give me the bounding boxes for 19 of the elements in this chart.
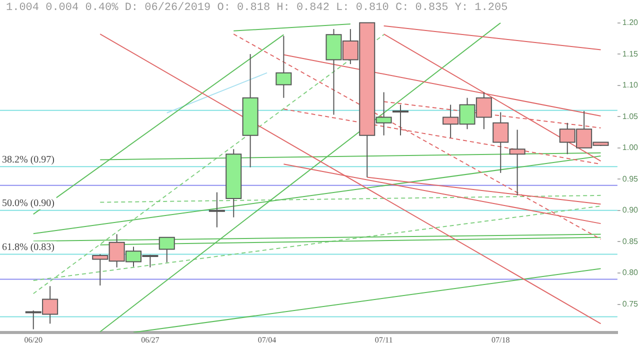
y-tick-label: 1.10: [622, 80, 639, 90]
chart-title: 1.004 0.004 0.40% D: 06/26/2019 O: 0.818 H: 0.842 L: 0.810 C: 0.835 Y: 1.205: [5, 1, 509, 16]
x-tick-label: 07/11: [374, 335, 393, 344]
x-tick-label: 07/04: [258, 335, 276, 344]
y-tick-label: 1.15: [622, 49, 639, 58]
ref-line-label: 61.8% (0.83): [2, 242, 54, 253]
y-tick-label: 1.00: [622, 143, 639, 152]
y-tick-label: 0.75: [622, 299, 639, 308]
y-tick-label: 0.95: [622, 174, 639, 184]
ref-line-label: 50.0% (0.90): [2, 198, 54, 210]
y-tick-label: 1.05: [622, 112, 639, 121]
x-tick-label: 06/27: [141, 335, 160, 344]
y-tick-label: 0.90: [622, 206, 639, 215]
y-tick-label: 0.80: [622, 268, 639, 278]
x-tick-label: 07/18: [492, 335, 510, 344]
x-tick-label: 06/20: [24, 335, 42, 344]
y-tick-label: 1.20: [622, 18, 639, 28]
ref-line-label: 38.2% (0.97): [2, 154, 54, 166]
y-tick-label: 0.85: [622, 236, 639, 246]
